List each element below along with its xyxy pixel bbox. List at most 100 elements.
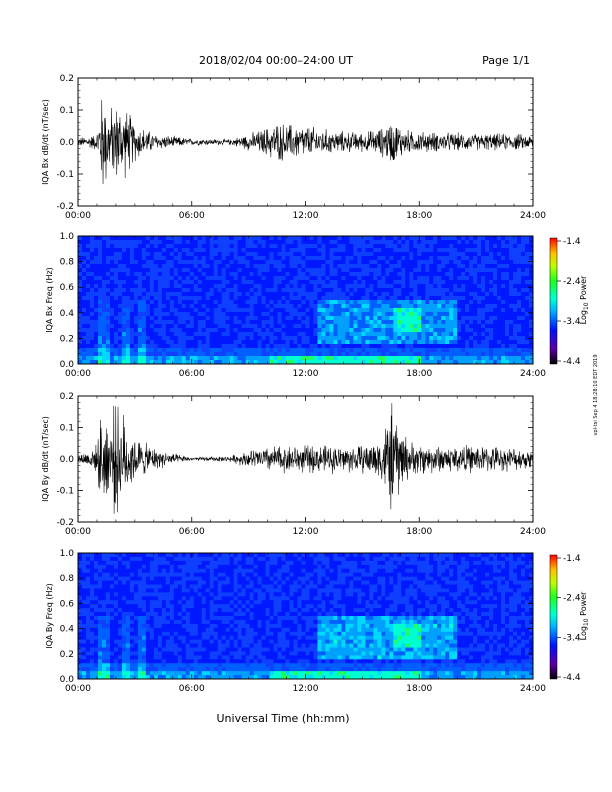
y-tick-label: 0.2 — [60, 334, 74, 344]
spectrogram-cell — [201, 580, 207, 585]
spectrogram-cell — [177, 288, 183, 293]
spectrogram-cell — [109, 647, 115, 652]
spectrogram-cell — [185, 320, 191, 325]
spectrogram-cell — [101, 284, 107, 289]
spectrogram-cell — [501, 276, 506, 281]
spectrogram-cell — [237, 268, 242, 273]
spectrogram-cell — [133, 553, 139, 558]
spectrogram-cell — [457, 280, 462, 285]
spectrogram-cell — [181, 300, 187, 305]
spectrogram-cell — [489, 308, 494, 313]
spectrogram-cell — [89, 280, 95, 285]
spectrogram-cell — [89, 340, 95, 345]
spectrogram-cell — [197, 596, 203, 601]
spectrogram-cell — [265, 328, 270, 333]
spectrogram-cell — [125, 324, 131, 329]
spectrogram-cell — [441, 328, 446, 333]
spectrogram-cell — [133, 332, 139, 337]
spectrogram-cell — [78, 320, 83, 325]
spectrogram-cell — [477, 284, 482, 289]
spectrogram-cell — [277, 344, 282, 349]
spectrogram-cell — [209, 348, 214, 353]
spectrogram-cell — [105, 612, 111, 617]
spectrogram-cell — [505, 276, 510, 281]
spectrogram-cell — [201, 340, 207, 345]
spectrogram-cell — [253, 336, 258, 341]
spectrogram-cell — [121, 276, 127, 281]
spectrogram-cell — [141, 671, 147, 676]
spectrogram-cell — [361, 284, 366, 289]
spectrogram-cell — [245, 240, 250, 245]
spectrogram-cell — [193, 556, 199, 562]
spectrogram-cell — [161, 600, 167, 605]
spectrogram-cell — [473, 324, 478, 329]
spectrogram-cell — [525, 276, 530, 281]
spectrogram-cell — [381, 240, 386, 245]
spectrogram-cell — [133, 619, 139, 625]
spectrogram-cell — [153, 631, 159, 636]
spectrogram-cell — [157, 619, 163, 625]
spectrogram-cell — [505, 256, 510, 261]
spectrogram-cell — [181, 572, 187, 577]
spectrogram-cell — [501, 268, 506, 273]
spectrogram-cell — [305, 276, 310, 281]
spectrogram-cell — [185, 300, 191, 305]
spectrogram-cell — [469, 332, 474, 337]
spectrogram-cell — [385, 320, 390, 325]
spectrogram-cell — [449, 304, 454, 309]
spectrogram-cell — [193, 667, 199, 672]
spectrogram-cell — [393, 328, 398, 333]
spectrogram-cell — [297, 348, 302, 353]
spectrogram-cell — [185, 288, 191, 293]
y-tick-label: 0.2 — [60, 392, 74, 402]
spectrogram-cell — [78, 553, 83, 558]
spectrogram-cell — [78, 556, 83, 562]
spectrogram-cell — [201, 576, 207, 581]
spectrogram-cell — [441, 256, 446, 261]
spectrogram-cell — [137, 616, 143, 621]
spectrogram-cell — [469, 268, 474, 273]
spectrogram-cell — [129, 240, 135, 245]
spectrogram-cell — [93, 635, 99, 640]
spectrogram-cell — [165, 280, 171, 285]
spectrogram-cell — [365, 300, 370, 305]
spectrogram-cell — [445, 244, 450, 249]
spectrogram-cell — [153, 272, 159, 277]
spectrogram-cell — [173, 272, 179, 277]
spectrogram-cell — [501, 264, 506, 269]
spectrogram-cell — [437, 356, 442, 361]
spectrogram-cell — [369, 332, 374, 337]
spectrogram-cell — [217, 236, 222, 241]
spectrogram-cell — [145, 647, 151, 652]
spectrogram-cell — [265, 240, 270, 245]
spectrogram-cell — [185, 328, 191, 333]
spectrogram-cell — [513, 256, 518, 261]
spectrogram-cell — [401, 280, 406, 285]
spectrogram-cell — [265, 272, 270, 277]
spectrogram-cell — [341, 240, 346, 245]
spectrogram-cell — [105, 596, 111, 601]
spectrogram-cell — [513, 292, 518, 297]
spectrogram-cell — [85, 553, 91, 558]
spectrogram-cell — [149, 252, 155, 257]
spectrogram-cell — [113, 655, 119, 660]
spectrogram-cell — [493, 308, 498, 313]
spectrogram-cell — [421, 260, 426, 265]
spectrogram-cell — [113, 336, 119, 341]
spectrogram-cell — [417, 316, 422, 321]
spectrogram-cell — [153, 667, 159, 672]
spectrogram-cell — [105, 663, 111, 668]
spectrogram-cell — [445, 296, 450, 301]
spectrogram-cell — [313, 244, 318, 249]
spectrogram-cell — [177, 667, 183, 672]
spectrogram-cell — [385, 352, 390, 357]
spectrogram-cell — [301, 236, 306, 241]
spectrogram-cell — [313, 268, 318, 273]
spectrogram-cell — [457, 316, 462, 321]
spectrogram-cell — [125, 348, 131, 353]
spectrogram-cell — [153, 300, 159, 305]
spectrogram-cell — [109, 635, 115, 640]
spectrogram-cell — [413, 348, 418, 353]
spectrogram-cell — [173, 619, 179, 625]
spectrogram-cell — [153, 623, 159, 629]
